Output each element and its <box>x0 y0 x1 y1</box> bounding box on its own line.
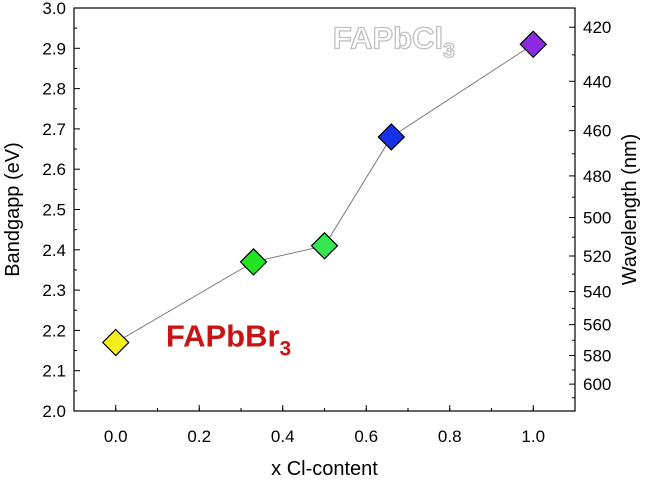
y-tick-label: 2.1 <box>42 362 66 381</box>
x-tick-label: 0.4 <box>271 427 295 446</box>
y-tick-label: 2.2 <box>42 321 66 340</box>
right-y-tick-label: 500 <box>583 209 611 228</box>
data-series <box>101 30 548 357</box>
x-tick-label: 0.6 <box>354 427 378 446</box>
y-tick-label: 2.8 <box>42 80 66 99</box>
x-tick-label: 0.8 <box>438 427 462 446</box>
series-line <box>115 43 534 343</box>
x-tick-label: 0.0 <box>104 427 128 446</box>
right-y-tick-label: 600 <box>583 375 611 394</box>
axis-ticks: 0.0 0.2 0.4 0.6 0.8 1.0 2.0 2.1 2.2 2.3 2.4 2.5 2.6 2… <box>42 0 611 446</box>
y-tick-label: 2.7 <box>42 120 66 139</box>
y-tick-label: 2.9 <box>42 39 66 58</box>
x-tick-label: 1.0 <box>521 427 545 446</box>
data-point-marker <box>239 248 268 276</box>
y-tick-label: 2.4 <box>42 241 66 260</box>
axes-frame <box>73 7 576 412</box>
data-point-marker <box>101 328 130 357</box>
compound-label-main: FAPbCl <box>333 20 443 55</box>
compound-label-subscript: 3 <box>443 39 455 62</box>
compound-label-main: FAPbBr <box>166 319 280 354</box>
data-point-marker <box>310 231 339 260</box>
x-tick-label: 0.2 <box>187 427 211 446</box>
right-y-tick-label: 460 <box>583 122 611 141</box>
right-y-axis-label: Wavelength (nm) <box>619 134 641 286</box>
right-y-tick-label: 520 <box>583 247 611 266</box>
data-point-marker <box>377 123 406 151</box>
y-axis-label: Bandgapp (eV) <box>2 142 24 277</box>
compound-label-subscript: 3 <box>280 338 292 361</box>
right-y-tick-label: 560 <box>583 316 611 335</box>
right-y-tick-label: 480 <box>583 167 611 186</box>
y-tick-label: 2.3 <box>42 281 66 300</box>
x-axis-label: x Cl-content <box>271 458 378 480</box>
y-tick-label: 3.0 <box>42 0 66 18</box>
right-y-tick-label: 440 <box>583 72 611 91</box>
y-tick-label: 2.5 <box>42 201 66 220</box>
data-point-marker <box>519 30 548 59</box>
right-y-tick-label: 580 <box>583 346 611 365</box>
compound-label: FAPbCl3 <box>333 20 455 62</box>
plot-frame <box>73 7 576 412</box>
right-y-tick-label: 420 <box>583 18 611 37</box>
right-y-tick-label: 540 <box>583 283 611 302</box>
compound-label: FAPbBr3 <box>166 319 291 361</box>
y-tick-label: 2.0 <box>42 402 66 421</box>
y-tick-label: 2.6 <box>42 160 66 179</box>
